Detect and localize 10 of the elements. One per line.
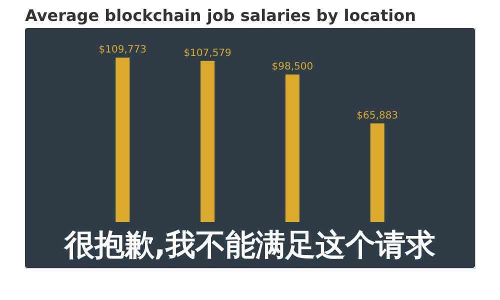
data-label: $65,883 [356,110,398,122]
data-label: $107,579 [184,48,232,59]
bar [200,60,215,222]
data-label: $109,773 [98,44,146,56]
chart-title: Average blockchain job salaries by location [25,6,416,25]
bar [285,74,300,222]
bar [116,58,130,222]
data-label: $98,500 [272,61,314,72]
text: 很抱歉,我不能满足这个请求 [63,228,436,263]
bar [370,123,384,222]
